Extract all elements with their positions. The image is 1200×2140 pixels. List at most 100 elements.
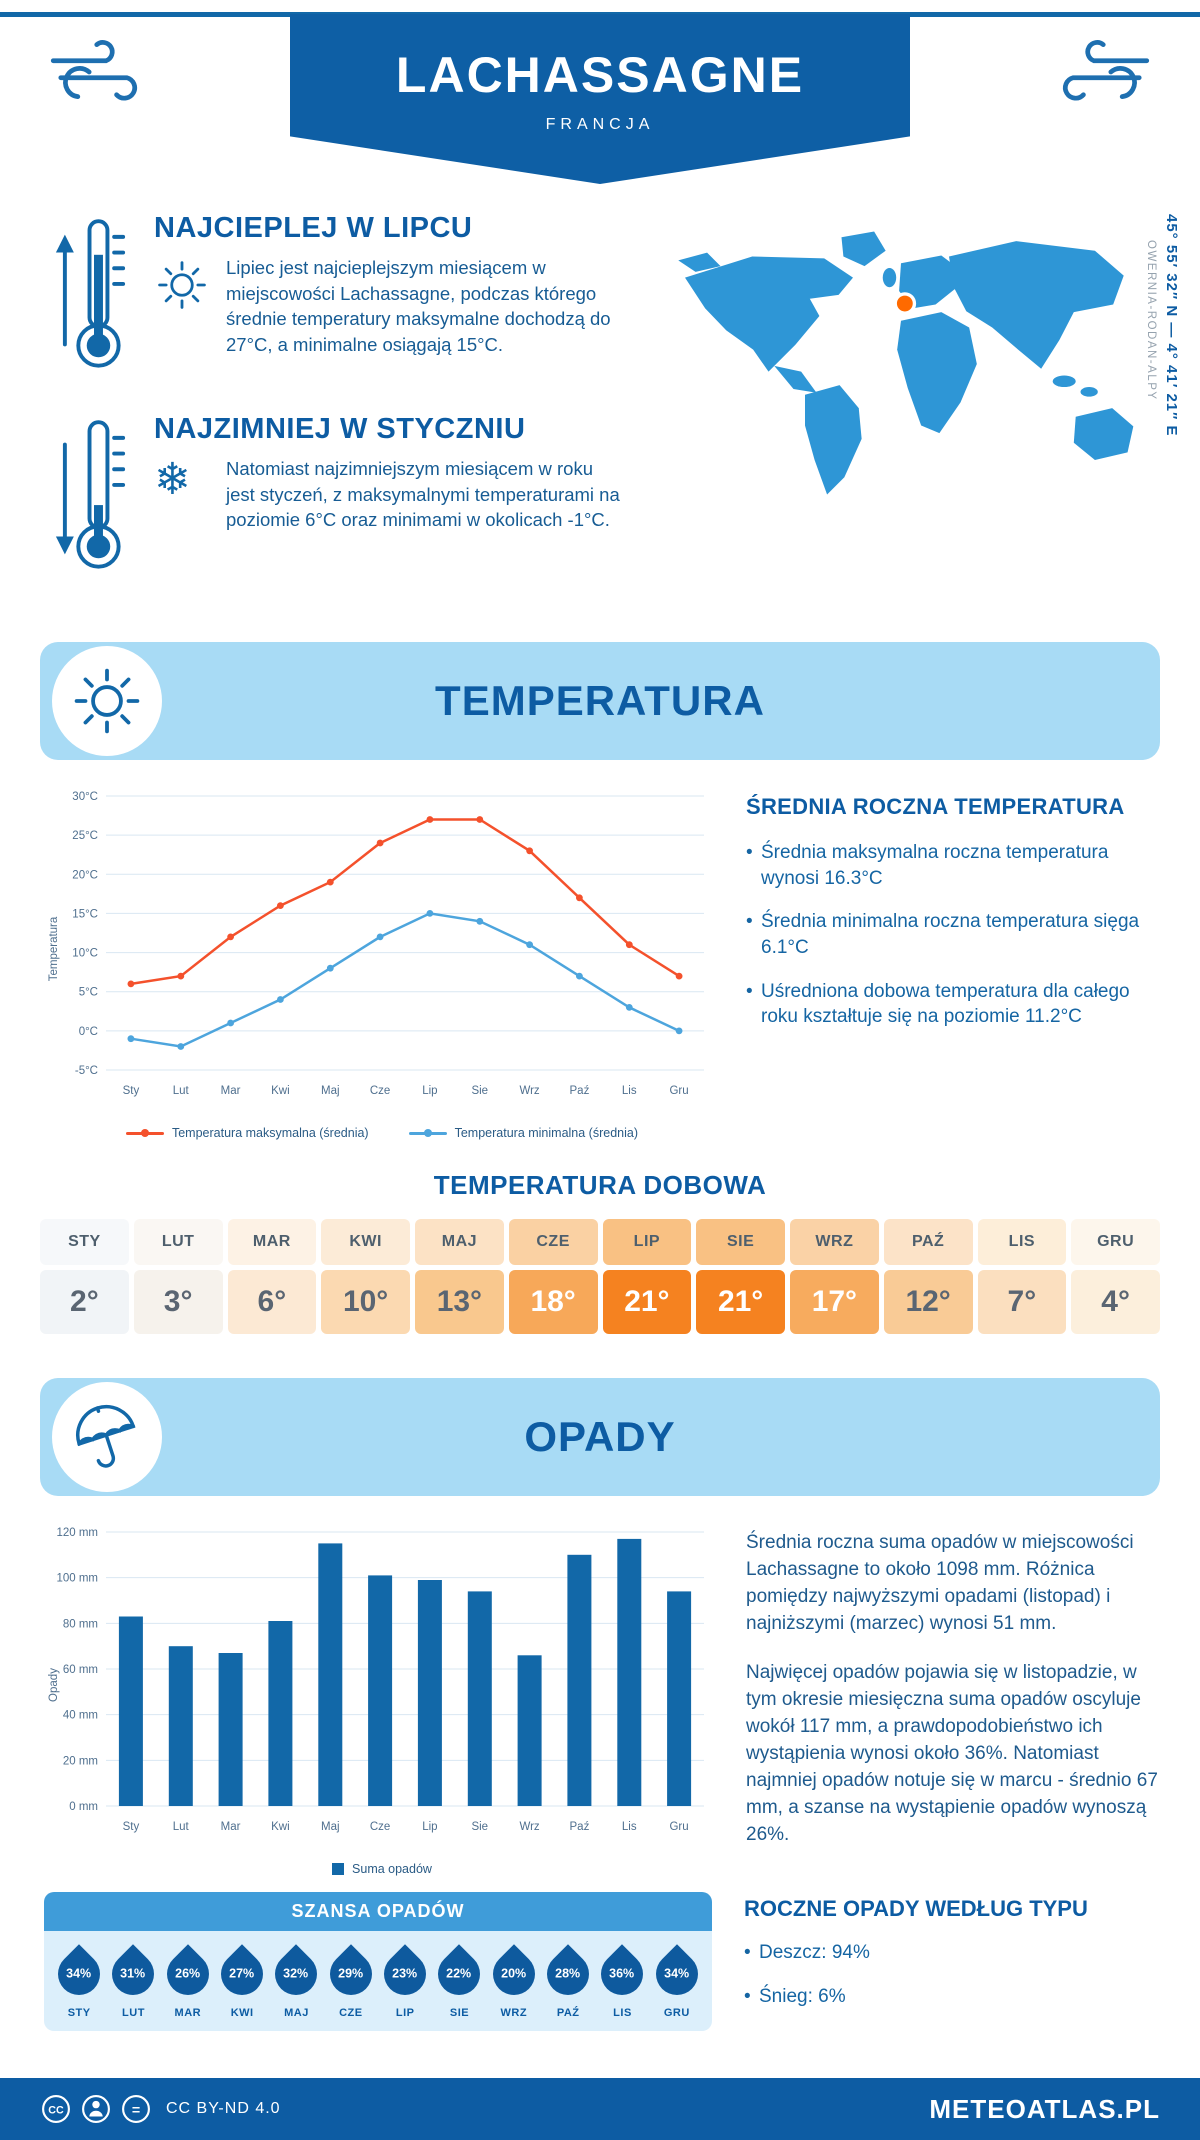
intro-section: NAJCIEPLEJ W LIPCU bbox=[0, 184, 1200, 612]
svg-text:=: = bbox=[132, 2102, 140, 2118]
svg-text:15°C: 15°C bbox=[72, 908, 98, 920]
daily-month-header: SIE bbox=[696, 1219, 785, 1265]
svg-text:Maj: Maj bbox=[321, 1821, 340, 1833]
daily-month-header: STY bbox=[40, 1219, 129, 1265]
header-ribbon: LACHASSAGNE FRANCJA bbox=[290, 14, 910, 184]
warmest-heading: NAJCIEPLEJ W LIPCU bbox=[154, 212, 473, 244]
temperature-chart-legend: Temperatura maksymalna (średnia) Temperat… bbox=[44, 1126, 720, 1140]
daily-month-header: PAŹ bbox=[883, 1219, 973, 1265]
raindrop-icon: 32% bbox=[266, 1944, 327, 2004]
daily-temp-cell: 21° bbox=[696, 1270, 785, 1334]
no-derivatives-icon: = bbox=[122, 2095, 150, 2123]
bar-series-0 bbox=[118, 1538, 692, 1806]
svg-text:Paź: Paź bbox=[570, 1821, 590, 1833]
daily-temp-cell: 13° bbox=[415, 1270, 504, 1334]
cold-thermometer-icon bbox=[48, 411, 144, 584]
svg-text:0°C: 0°C bbox=[79, 1026, 98, 1038]
raindrop-icon: 34% bbox=[647, 1944, 707, 2004]
svg-text:Paź: Paź bbox=[570, 1085, 590, 1097]
region-label: OWERNIA-RODAN-ALPY bbox=[1145, 240, 1157, 401]
svg-text:Gru: Gru bbox=[669, 1085, 688, 1097]
raindrop-icon: 31% bbox=[103, 1944, 164, 2004]
x-axis-labels: Sty Lut Mar Kwi Maj Cze Lip Sie Wrz Paź Lis Gru bbox=[123, 1085, 689, 1097]
precipitation-paragraph: Najwięcej opadów pojawia się w listopadz… bbox=[746, 1661, 1158, 1845]
svg-text:Sty: Sty bbox=[123, 1821, 140, 1833]
chance-month-label: KWI bbox=[230, 2007, 254, 2019]
temperature-content: -5°C 0°C 5°C 10°C 15°C 20°C 25°C 30°C Sty Lut Mar K… bbox=[0, 760, 1200, 1140]
world-map bbox=[678, 231, 1134, 495]
chance-heading: SZANSA OPADÓW bbox=[44, 1892, 712, 1931]
chance-item: 22% SIE bbox=[429, 1943, 490, 2019]
footer: CC = CC BY-ND 4.0 METEOATLAS.PL bbox=[0, 2078, 1200, 2140]
chance-item: 36% LIS bbox=[592, 1943, 653, 2019]
intro-text-column: NAJCIEPLEJ W LIPCU bbox=[48, 210, 655, 612]
page-subtitle: FRANCJA bbox=[545, 116, 655, 133]
precipitation-bottom-row: SZANSA OPADÓW 34% STY 31% LUT 26% MAR 27% KWI 32… bbox=[0, 1876, 1200, 2031]
svg-text:Lip: Lip bbox=[422, 1085, 437, 1097]
cc-license-icons: CC = bbox=[40, 2093, 152, 2125]
chance-item: 20% WRZ bbox=[484, 1943, 544, 2019]
umbrella-icon bbox=[62, 1391, 152, 1484]
temperature-banner: TEMPERATURA bbox=[40, 642, 1160, 760]
coldest-month-block: NAJZIMNIEJ W STYCZNIU ❄ Natomiast najzim… bbox=[48, 411, 655, 584]
precipitation-bar-chart: 0 mm 20 mm 40 mm 60 mm 80 mm 100 mm 120 mm Sty L… bbox=[48, 1527, 704, 1833]
daily-month-header: LIP bbox=[602, 1219, 692, 1265]
svg-text:Lis: Lis bbox=[622, 1085, 637, 1097]
legend-item: Suma opadów bbox=[332, 1862, 432, 1876]
daily-month-header: KWI bbox=[321, 1219, 410, 1265]
attribution-icon bbox=[82, 2095, 110, 2123]
legend-item: Temperatura minimalna (średnia) bbox=[408, 1126, 638, 1140]
chance-of-precipitation-box: SZANSA OPADÓW 34% STY 31% LUT 26% MAR 27% KWI 32… bbox=[44, 1892, 712, 2031]
chance-month-label: CZE bbox=[339, 2007, 363, 2019]
raindrop-icon: 34% bbox=[49, 1944, 109, 2004]
map-area: OWERNIA-RODAN-ALPY 45° 55′ 32″ N — 4° 41… bbox=[661, 214, 1180, 612]
daily-month-header: WRZ bbox=[790, 1219, 879, 1265]
precipitation-chart-column: 0 mm 20 mm 40 mm 60 mm 80 mm 100 mm 120 mm Sty L… bbox=[44, 1518, 720, 1876]
chance-item: 34% GRU bbox=[647, 1943, 707, 2019]
daily-temp-cell: 10° bbox=[321, 1270, 410, 1334]
chance-item: 23% LIP bbox=[375, 1943, 435, 2019]
sun-icon bbox=[74, 668, 140, 734]
temperature-bullet: Średnia minimalna roczna temperatura się… bbox=[746, 909, 1160, 960]
chance-month-label: LIP bbox=[395, 2007, 415, 2019]
precipitation-banner: OPADY bbox=[40, 1378, 1160, 1496]
raindrop-icon: 22% bbox=[429, 1944, 490, 2004]
svg-text:20 mm: 20 mm bbox=[63, 1755, 98, 1767]
chance-item: 34% STY bbox=[49, 1943, 109, 2019]
svg-text:Gru: Gru bbox=[669, 1821, 688, 1833]
svg-text:Wrz: Wrz bbox=[519, 1821, 539, 1833]
svg-text:Kwi: Kwi bbox=[271, 1821, 290, 1833]
svg-text:Wrz: Wrz bbox=[519, 1085, 539, 1097]
svg-text:Lut: Lut bbox=[173, 1085, 190, 1097]
sun-icon bbox=[154, 255, 212, 357]
temperature-summary-heading: ŚREDNIA ROCZNA TEMPERATURA bbox=[746, 794, 1125, 819]
raindrop-icon: 23% bbox=[375, 1944, 435, 2004]
daily-temp-cell: 21° bbox=[602, 1270, 692, 1334]
chance-month-label: WRZ bbox=[500, 2007, 528, 2019]
chance-month-label: STY bbox=[67, 2007, 91, 2019]
temperature-banner-title: TEMPERATURA bbox=[435, 677, 765, 724]
temperature-summary: ŚREDNIA ROCZNA TEMPERATURA Średnia maksy… bbox=[746, 782, 1160, 1140]
gridlines bbox=[106, 795, 704, 1071]
legend-label: Temperatura minimalna (średnia) bbox=[454, 1126, 638, 1140]
cc-icon: CC bbox=[42, 2095, 70, 2123]
precipitation-paragraph: Średnia roczna suma opadów w miejscowośc… bbox=[746, 1532, 1134, 1634]
temperature-line-chart: -5°C 0°C 5°C 10°C 15°C 20°C 25°C 30°C Sty Lut Mar K… bbox=[48, 791, 704, 1097]
chance-item: 32% MAJ bbox=[266, 1943, 327, 2019]
y-axis-title: Temperatura bbox=[48, 916, 60, 981]
warmest-month-block: NAJCIEPLEJ W LIPCU bbox=[48, 210, 655, 383]
svg-text:20°C: 20°C bbox=[72, 869, 98, 881]
daily-month-header: MAR bbox=[227, 1219, 317, 1265]
legend-item: Temperatura maksymalna (średnia) bbox=[125, 1126, 369, 1140]
umbrella-badge bbox=[52, 1382, 162, 1492]
svg-text:5°C: 5°C bbox=[79, 987, 98, 999]
license-label: CC BY-ND 4.0 bbox=[166, 2100, 281, 2117]
warm-thermometer-icon bbox=[48, 210, 144, 383]
daily-month-header: MAJ bbox=[415, 1219, 504, 1265]
daily-temperature-heading: TEMPERATURA DOBOWA bbox=[433, 1170, 767, 1200]
daily-table-value-row: 2° 3° 6° 10° 13° 18° 21° 21° 17° 12° 7° 4° bbox=[40, 1270, 1160, 1334]
svg-text:60 mm: 60 mm bbox=[63, 1664, 98, 1676]
daily-temp-cell: 4° bbox=[1071, 1270, 1160, 1334]
wind-icon bbox=[40, 34, 144, 117]
chance-item: 26% MAR bbox=[158, 1943, 218, 2019]
